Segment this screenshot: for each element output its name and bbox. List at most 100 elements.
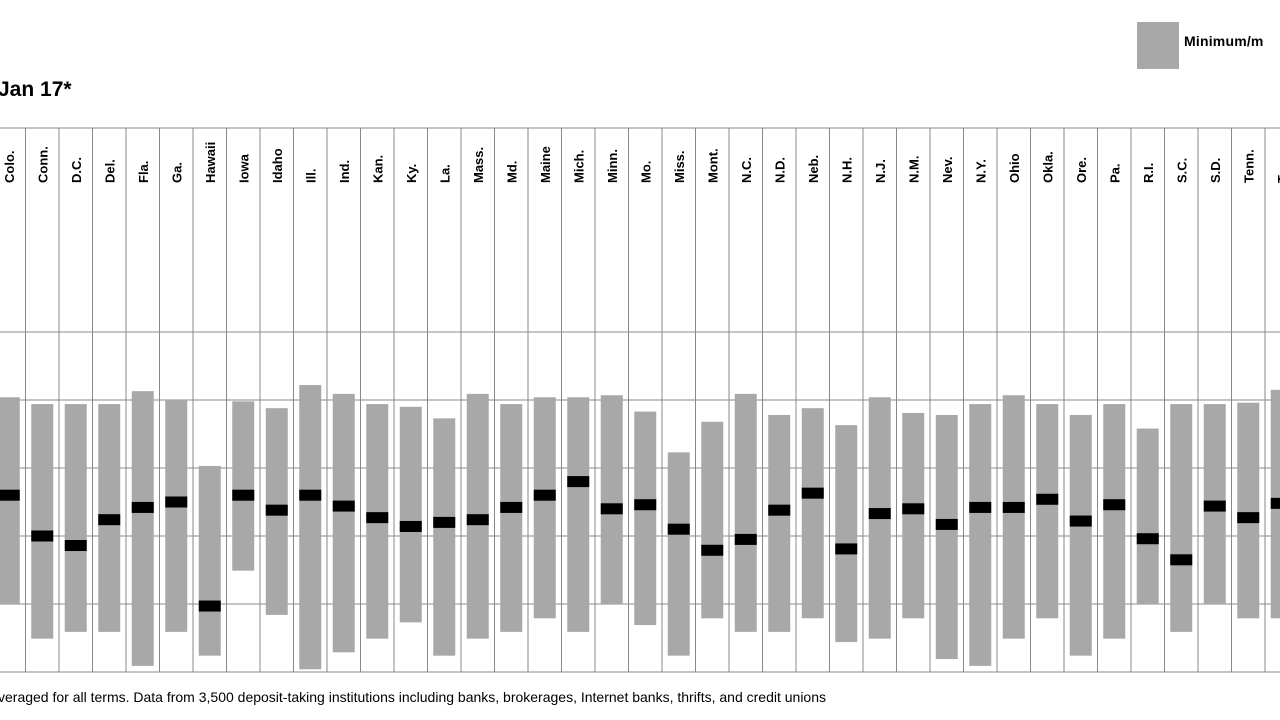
average-marker	[165, 496, 188, 508]
average-marker	[466, 514, 489, 526]
range-bar	[902, 412, 925, 619]
legend-label: Minimum/m	[1184, 33, 1264, 49]
range-bar	[232, 401, 255, 571]
category-label: Fla.	[136, 161, 151, 183]
average-marker	[734, 533, 757, 545]
category-label: Mo.	[638, 161, 653, 183]
range-bar	[701, 421, 724, 619]
range-bar	[969, 404, 992, 666]
range-bar	[198, 465, 221, 656]
average-marker	[366, 512, 389, 524]
range-bar	[667, 452, 690, 656]
average-marker	[1203, 500, 1226, 512]
average-marker	[667, 523, 690, 535]
average-marker	[500, 501, 523, 513]
range-bar	[801, 408, 824, 619]
average-marker	[198, 600, 221, 612]
average-marker	[232, 489, 255, 501]
average-marker	[567, 476, 590, 488]
category-label: Mass.	[471, 147, 486, 183]
range-bar	[533, 397, 556, 619]
category-label: N.D.	[772, 157, 787, 183]
average-marker	[835, 543, 858, 555]
range-bar	[399, 406, 422, 623]
category-label: Neb.	[806, 155, 821, 183]
category-label: Md.	[504, 161, 519, 183]
legend-swatch	[1137, 22, 1179, 69]
category-label: N.M.	[906, 156, 921, 183]
category-label: Ore.	[1074, 157, 1089, 183]
category-label: R.I.	[1141, 163, 1156, 183]
category-label: Maine	[538, 146, 553, 183]
category-label: Hawaii	[203, 142, 218, 183]
category-label: S.C.	[1174, 158, 1189, 183]
category-label: Iowa	[236, 153, 251, 183]
category-label: Idaho	[270, 148, 285, 183]
average-marker	[1170, 554, 1193, 566]
range-bar	[500, 404, 523, 632]
range-bar	[165, 400, 188, 632]
average-marker	[533, 489, 556, 501]
average-marker	[1270, 497, 1280, 509]
average-marker	[265, 504, 288, 516]
average-marker	[868, 508, 891, 520]
range-bars	[0, 385, 1280, 670]
category-label: Mich.	[571, 150, 586, 183]
average-marker	[433, 516, 456, 528]
range-bar	[1136, 428, 1159, 604]
average-marker	[0, 489, 20, 501]
category-label: Conn.	[35, 146, 50, 183]
category-label: Mont.	[705, 148, 720, 183]
category-label: N.J.	[873, 159, 888, 183]
average-marker	[1237, 512, 1260, 524]
average-marker	[299, 489, 322, 501]
average-marker	[768, 504, 791, 516]
category-label: Kan.	[370, 155, 385, 183]
range-bar	[1069, 414, 1092, 656]
average-marker	[1036, 493, 1059, 505]
average-markers	[0, 476, 1280, 612]
range-bar	[567, 397, 590, 632]
range-bar	[634, 411, 657, 626]
average-marker	[399, 520, 422, 532]
range-bar	[1103, 404, 1126, 639]
range-bar	[768, 414, 791, 632]
category-label: Ky.	[404, 164, 419, 183]
range-bar	[332, 393, 355, 653]
category-label: Okla.	[1040, 151, 1055, 183]
category-label: Ga.	[169, 162, 184, 183]
average-marker	[801, 487, 824, 499]
range-bar	[734, 393, 757, 632]
category-label: Ohio	[1007, 153, 1022, 183]
range-bar	[1170, 404, 1193, 632]
grid-layer	[0, 127, 1280, 673]
category-label: Pa.	[1107, 163, 1122, 183]
category-label: Ind.	[337, 160, 352, 183]
category-label: S.D.	[1208, 158, 1223, 183]
range-bar	[1002, 395, 1025, 639]
average-marker	[332, 500, 355, 512]
range-bar	[835, 425, 858, 643]
average-marker	[31, 530, 54, 542]
average-marker	[634, 499, 657, 511]
category-label: Ill.	[303, 169, 318, 183]
range-bar	[31, 404, 54, 639]
category-label: Nev.	[940, 157, 955, 184]
average-marker	[600, 503, 623, 515]
category-label: Colo.	[2, 151, 17, 184]
range-bar	[600, 395, 623, 604]
range-bar	[433, 418, 456, 656]
average-marker	[1103, 499, 1126, 511]
category-label: D.C.	[69, 157, 84, 183]
category-labels: Colo. Conn. D.C. Del. Fla. Ga. Hawaii Iowa Idaho…	[2, 142, 1280, 183]
range-bar	[935, 414, 958, 660]
category-label: N.H.	[839, 157, 854, 183]
range-bar	[299, 385, 322, 670]
chart-footnote: veraged for all terms. Data from 3,500 d…	[0, 689, 826, 705]
average-marker	[1069, 515, 1092, 527]
range-bar	[1237, 402, 1260, 619]
average-marker	[98, 514, 121, 526]
range-bar	[1036, 404, 1059, 619]
average-marker	[902, 503, 925, 515]
